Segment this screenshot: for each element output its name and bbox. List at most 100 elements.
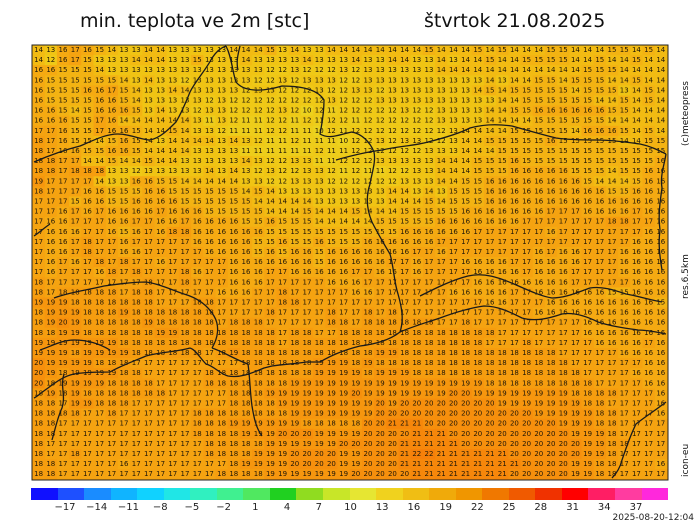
temperature-value: 16 [656,389,665,397]
temperature-value: 18 [95,329,104,337]
grid-cell [435,368,448,379]
grid-cell [544,418,558,430]
temperature-value: 18 [449,359,458,367]
grid-cell [81,85,95,96]
grid-cell [557,459,570,470]
grid-cell [496,166,509,177]
grid-cell [557,156,570,167]
temperature-value: 17 [498,329,507,337]
grid-cell [117,297,131,308]
temperature-value: 16 [534,208,543,216]
temperature-value: 17 [71,268,80,276]
grid-cell [105,196,119,207]
temperature-value: 16 [461,208,470,216]
temperature-value: 17 [412,278,421,286]
grid-cell [654,297,668,308]
temperature-value: 14 [254,198,263,206]
temperature-value: 20 [351,389,360,397]
grid-cell [44,408,58,420]
grid-cell [178,408,192,420]
grid-cell [44,368,58,379]
grid-cell [142,146,156,157]
grid-cell [276,236,290,248]
grid-cell [569,358,583,369]
grid-cell [191,236,204,248]
grid-cell [93,277,107,288]
grid-cell [618,176,631,187]
temperature-value: 20 [315,450,324,458]
grid-cell [191,398,204,409]
temperature-value: 15 [425,218,434,226]
grid-cell [117,146,131,157]
grid-cell [69,257,82,268]
grid-cell [154,206,168,218]
temperature-value: 16 [486,268,495,276]
grid-cell [142,135,156,147]
temperature-value: 17 [425,248,434,256]
grid-cell [581,337,595,349]
temperature-value: 13 [120,56,129,64]
temperature-value: 15 [412,208,421,216]
temperature-value: 18 [425,349,434,357]
temperature-value: 19 [400,369,409,377]
temperature-value: 16 [437,228,446,236]
temperature-value: 12 [303,117,312,125]
temperature-value: 19 [229,349,238,357]
grid-cell [459,257,473,268]
temperature-value: 13 [181,56,190,64]
grid-cell [569,257,583,268]
temperature-value: 15 [59,97,68,105]
grid-cell [166,307,180,319]
temperature-value: 13 [290,66,299,74]
temperature-value: 17 [266,299,275,307]
temperature-value: 20 [534,460,543,468]
grid-cell [191,95,204,106]
grid-cell [288,368,302,379]
temperature-value: 15 [547,76,556,84]
grid-cell [44,459,58,470]
temperature-value: 13 [425,86,434,94]
grid-cell [349,65,363,76]
grid-cell [422,216,436,228]
temperature-value: 18 [425,369,434,377]
grid-cell [130,449,143,460]
grid-cell [81,206,95,218]
grid-cell [532,388,546,399]
temperature-value: 20 [461,389,470,397]
grid-cell [654,75,668,86]
temperature-value: 14 [156,107,165,115]
grid-cell [630,176,644,187]
temperature-value: 14 [242,56,251,64]
temperature-value: 19 [95,379,104,387]
grid-cell [496,388,509,399]
grid-cell [288,317,302,329]
temperature-value: 20 [303,450,312,458]
temperature-value: 19 [327,389,336,397]
temperature-value: 14 [120,157,129,165]
temperature-value: 20 [522,470,531,478]
grid-cell [178,216,192,228]
temperature-value: 14 [461,137,470,145]
temperature-value: 17 [608,369,617,377]
temperature-value: 19 [412,379,421,387]
grid-cell [337,156,351,167]
temperature-value: 20 [34,359,43,367]
grid-cell [325,216,339,228]
temperature-value: 16 [120,218,129,226]
grid-cell [361,176,375,187]
grid-cell [252,368,265,379]
grid-cell [532,358,546,369]
grid-cell [435,327,448,339]
temperature-value: 18 [34,420,43,428]
temperature-value: 17 [83,440,92,448]
grid-cell [483,65,497,76]
temperature-value: 17 [559,319,568,327]
grid-cell [410,55,424,66]
grid-cell [471,146,485,157]
grid-cell [630,469,644,480]
grid-cell [44,438,58,450]
grid-cell [349,297,363,308]
temperature-value: 17 [315,329,324,337]
temperature-value: 18 [193,329,202,337]
temperature-value: 14 [620,177,629,185]
